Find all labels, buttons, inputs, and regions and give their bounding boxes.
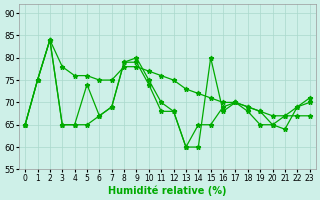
X-axis label: Humidité relative (%): Humidité relative (%) [108, 185, 227, 196]
